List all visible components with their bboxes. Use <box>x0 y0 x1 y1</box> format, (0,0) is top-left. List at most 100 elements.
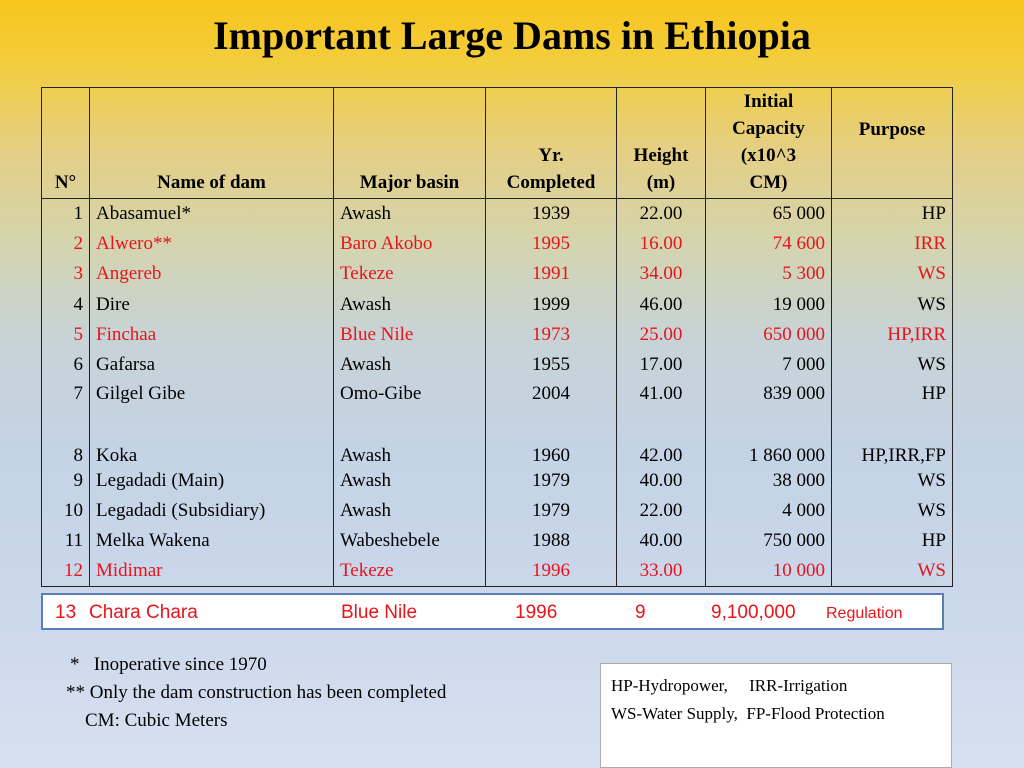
cell-capacity: 650 000 <box>706 320 832 350</box>
cell-year: 1973 <box>486 320 617 350</box>
cell-purpose: WS <box>832 496 953 526</box>
cell-basin: Awash <box>334 199 486 229</box>
cell-name: Koka <box>90 435 334 465</box>
cell-purpose: WS <box>832 289 953 319</box>
footnotes: * Inoperative since 1970 ** Only the dam… <box>66 651 446 735</box>
cell-purpose: WS <box>832 556 953 586</box>
cell-purpose: HP <box>832 199 953 229</box>
header-no: N° <box>42 88 90 199</box>
cell-height: 33.00 <box>617 556 706 586</box>
cell-capacity: 38 000 <box>706 466 832 496</box>
cell-no: 1 <box>42 199 90 229</box>
table-row: 7 Gilgel Gibe Omo-Gibe 2004 41.00 839 000 HP <box>42 380 953 435</box>
header-capacity: Initial Capacity (x10^3 CM) <box>706 88 832 199</box>
cell-purpose: WS <box>832 259 953 289</box>
footnote-construction: ** Only the dam construction has been co… <box>66 679 446 707</box>
cell-no: 2 <box>42 229 90 259</box>
cell-name: Angereb <box>90 259 334 289</box>
cell-name: Gilgel Gibe <box>90 380 334 435</box>
cell-no: 5 <box>42 320 90 350</box>
table-row: 10 Legadadi (Subsidiary) Awash 1979 22.00 4 0… <box>42 496 953 526</box>
cell-year: 1995 <box>486 229 617 259</box>
table-row: 9 Legadadi (Main) Awash 1979 40.00 38 000 WS <box>42 466 953 496</box>
table-row: 12 Midimar Tekeze 1996 33.00 10 000 WS <box>42 556 953 586</box>
cell-capacity: 74 600 <box>706 229 832 259</box>
cell-year: 1955 <box>486 350 617 380</box>
header-height: Height (m) <box>617 88 706 199</box>
extra-no: 13 <box>55 602 76 624</box>
table-row: 3 Angereb Tekeze 1991 34.00 5 300 WS <box>42 259 953 289</box>
table-row: 2 Alwero** Baro Akobo 1995 16.00 74 600 IRR <box>42 229 953 259</box>
cell-no: 12 <box>42 556 90 586</box>
extra-capacity: 9,100,000 <box>711 602 796 624</box>
cell-basin: Tekeze <box>334 556 486 586</box>
header-name: Name of dam <box>90 88 334 199</box>
cell-no: 4 <box>42 289 90 319</box>
table-row: 6 Gafarsa Awash 1955 17.00 7 000 WS <box>42 350 953 380</box>
cell-capacity: 839 000 <box>706 380 832 435</box>
cell-capacity: 5 300 <box>706 259 832 289</box>
cell-year: 1999 <box>486 289 617 319</box>
extra-height: 9 <box>635 602 646 624</box>
footnote-inoperative: * Inoperative since 1970 <box>66 651 446 679</box>
dams-table: N° Name of dam Major basin Yr. Completed … <box>41 87 953 587</box>
cell-height: 16.00 <box>617 229 706 259</box>
cell-capacity: 4 000 <box>706 496 832 526</box>
cell-no: 9 <box>42 466 90 496</box>
cell-name: Midimar <box>90 556 334 586</box>
cell-purpose: HP <box>832 380 953 435</box>
cell-capacity: 10 000 <box>706 556 832 586</box>
table-header-row: N° Name of dam Major basin Yr. Completed … <box>42 88 953 199</box>
extra-name: Chara Chara <box>89 602 198 624</box>
cell-year: 1960 <box>486 435 617 465</box>
cell-basin: Awash <box>334 466 486 496</box>
cell-capacity: 750 000 <box>706 526 832 556</box>
cell-year: 1939 <box>486 199 617 229</box>
extra-basin: Blue Nile <box>341 602 417 624</box>
cell-year: 1979 <box>486 496 617 526</box>
legend-line-1: HP-Hydropower, IRR-Irrigation <box>611 672 941 700</box>
cell-name: Melka Wakena <box>90 526 334 556</box>
cell-no: 11 <box>42 526 90 556</box>
cell-capacity: 19 000 <box>706 289 832 319</box>
cell-height: 42.00 <box>617 435 706 465</box>
cell-purpose: WS <box>832 350 953 380</box>
cell-basin: Awash <box>334 350 486 380</box>
cell-height: 34.00 <box>617 259 706 289</box>
extra-year: 1996 <box>515 602 557 624</box>
cell-purpose: HP <box>832 526 953 556</box>
table-row: 1 Abasamuel* Awash 1939 22.00 65 000 HP <box>42 199 953 229</box>
cell-basin: Blue Nile <box>334 320 486 350</box>
extra-dam-row: 13 Chara Chara Blue Nile 1996 9 9,100,00… <box>41 593 944 630</box>
cell-basin: Wabeshebele <box>334 526 486 556</box>
cell-height: 22.00 <box>617 496 706 526</box>
cell-purpose: HP,IRR,FP <box>832 435 953 465</box>
cell-name: Finchaa <box>90 320 334 350</box>
cell-basin: Awash <box>334 496 486 526</box>
cell-name: Abasamuel* <box>90 199 334 229</box>
cell-year: 1979 <box>486 466 617 496</box>
slide-title: Important Large Dams in Ethiopia <box>0 12 1024 59</box>
cell-no: 8 <box>42 435 90 465</box>
abbreviation-legend: HP-Hydropower, IRR-Irrigation WS-Water S… <box>600 663 952 768</box>
cell-no: 6 <box>42 350 90 380</box>
cell-name: Legadadi (Main) <box>90 466 334 496</box>
cell-basin: Awash <box>334 435 486 465</box>
cell-year: 2004 <box>486 380 617 435</box>
cell-purpose: IRR <box>832 229 953 259</box>
cell-height: 46.00 <box>617 289 706 319</box>
header-basin: Major basin <box>334 88 486 199</box>
cell-basin: Tekeze <box>334 259 486 289</box>
cell-year: 1991 <box>486 259 617 289</box>
cell-height: 40.00 <box>617 466 706 496</box>
cell-no: 3 <box>42 259 90 289</box>
cell-basin: Baro Akobo <box>334 229 486 259</box>
footnote-units: CM: Cubic Meters <box>66 707 446 735</box>
cell-year: 1988 <box>486 526 617 556</box>
cell-name: Gafarsa <box>90 350 334 380</box>
cell-capacity: 7 000 <box>706 350 832 380</box>
cell-name: Dire <box>90 289 334 319</box>
cell-capacity: 1 860 000 <box>706 435 832 465</box>
header-purpose: Purpose <box>832 88 953 199</box>
cell-name: Alwero** <box>90 229 334 259</box>
